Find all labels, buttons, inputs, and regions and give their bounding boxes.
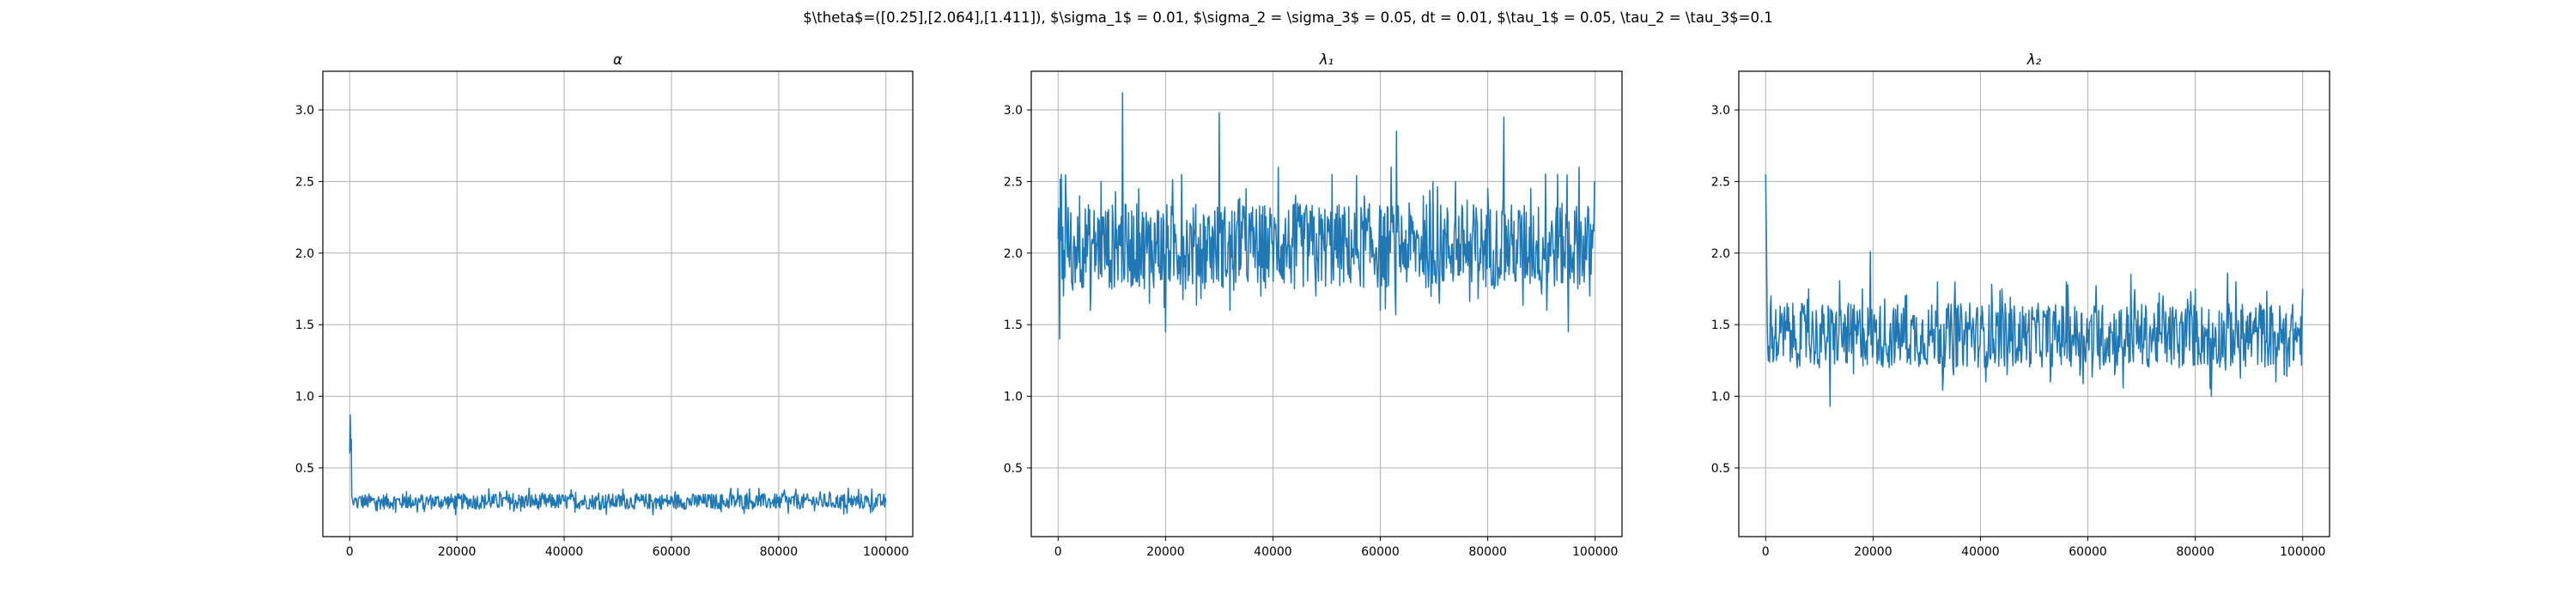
y-tick-label: 0.5 xyxy=(1004,462,1023,476)
figure-suptitle: $\theta$=([0.25],[2.064],[1.411]), $\sig… xyxy=(803,9,1773,27)
y-tick-label: 0.5 xyxy=(1711,462,1730,476)
x-tick-label: 20000 xyxy=(438,545,477,559)
series-trace xyxy=(1765,174,2304,407)
x-tick-label: 60000 xyxy=(2069,545,2107,559)
y-tick-label: 2.0 xyxy=(1711,247,1730,261)
y-tick-label: 3.0 xyxy=(1004,104,1023,118)
x-tick-label: 100000 xyxy=(2280,545,2325,559)
x-tick-label: 100000 xyxy=(1572,545,1618,559)
axes-frame xyxy=(322,70,914,537)
y-tick-label: 1.5 xyxy=(295,319,314,332)
x-tick-label: 40000 xyxy=(1254,545,1292,559)
x-tick-label: 40000 xyxy=(1961,545,2000,559)
panel-alpha: 0 20000 40000 60000 80000 100000 0.5 1.0 1.5 2.0 2… xyxy=(295,52,914,559)
axes-frame xyxy=(1738,70,2330,537)
panel-title: λ₂ xyxy=(2026,52,2042,68)
panel-title: λ₁ xyxy=(1319,52,1334,68)
x-tick-label: 20000 xyxy=(1146,545,1185,559)
y-tick-label: 2.5 xyxy=(1711,175,1730,189)
y-tick-label: 2.5 xyxy=(1004,175,1023,189)
y-tick-label: 1.0 xyxy=(1004,391,1023,404)
x-tick-label: 80000 xyxy=(1468,545,1507,559)
x-tick-label: 0 xyxy=(1762,545,1770,559)
x-tick-label: 40000 xyxy=(545,545,584,559)
y-tick-label: 2.5 xyxy=(295,175,314,189)
y-tick-label: 2.0 xyxy=(295,247,314,261)
axes-frame xyxy=(1030,70,1623,537)
y-tick-label: 1.5 xyxy=(1711,319,1730,332)
y-tick-label: 3.0 xyxy=(1711,104,1730,118)
y-tick-label: 1.5 xyxy=(1004,319,1023,332)
x-tick-label: 100000 xyxy=(863,545,908,559)
panel-title: α xyxy=(613,52,623,68)
series-trace xyxy=(1057,92,1596,340)
y-tick-label: 3.0 xyxy=(295,104,314,118)
x-tick-label: 0 xyxy=(346,545,354,559)
series-trace xyxy=(349,414,887,516)
x-tick-label: 60000 xyxy=(1361,545,1400,559)
x-tick-label: 80000 xyxy=(760,545,799,559)
x-tick-label: 60000 xyxy=(653,545,691,559)
x-tick-label: 20000 xyxy=(1854,545,1893,559)
y-tick-label: 1.0 xyxy=(295,391,314,404)
y-tick-label: 1.0 xyxy=(1711,391,1730,404)
panel-lambda-1: 0 20000 40000 60000 80000 100000 0.5 1.0 1.5 2.0 2… xyxy=(1004,52,1623,559)
panel-lambda-2: 0 20000 40000 60000 80000 100000 0.5 1.0 1.5 2.0 2… xyxy=(1711,52,2330,559)
y-tick-label: 2.0 xyxy=(1004,247,1023,261)
x-tick-label: 80000 xyxy=(2176,545,2215,559)
x-tick-label: 0 xyxy=(1054,545,1062,559)
y-tick-label: 0.5 xyxy=(295,462,314,476)
